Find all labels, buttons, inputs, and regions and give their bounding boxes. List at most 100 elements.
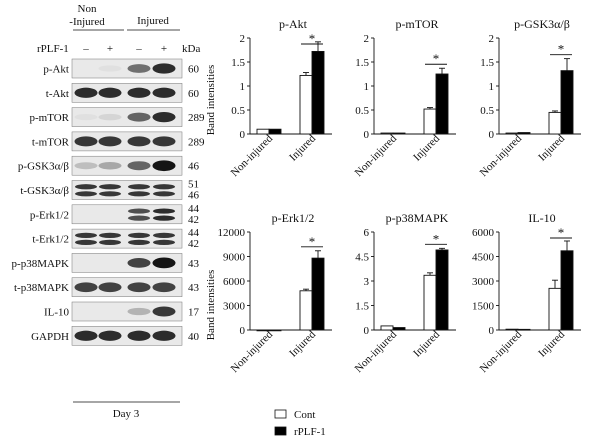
blot-row-3: t-mTOR 289 (32, 131, 205, 152)
blot-band (127, 112, 151, 122)
blot-row-4: p-GSK3α/β 46 (18, 155, 200, 176)
x-tick-label: Injured (287, 132, 318, 163)
bar (560, 250, 574, 331)
significance-star: * (558, 225, 565, 240)
chart-3: p-Erk1/2 0 3000 6000 9000 12000 Non-injured Inj… (218, 211, 332, 375)
blot-label: t-GSK3α/β (20, 185, 69, 197)
blot-band (153, 208, 175, 214)
x-tick-label: Injured (536, 132, 567, 163)
blot-band (75, 232, 97, 238)
group-label-non-injured-line2: -Injured (69, 16, 105, 28)
blot-band (152, 63, 176, 74)
ylabel-top-row: Band intensities (205, 65, 217, 136)
bar (517, 328, 531, 331)
blot-band (152, 87, 176, 98)
blot-label: GAPDH (31, 331, 69, 343)
blot-band (153, 239, 175, 245)
x-tick-label: Injured (287, 328, 318, 359)
kda-label: kDa (182, 43, 200, 55)
blot-label: IL-10 (44, 307, 70, 319)
bar (548, 287, 562, 331)
blot-strip (71, 58, 183, 79)
blot-strip (71, 301, 183, 322)
legend: Cont rPLF-1 (274, 409, 326, 438)
legend-swatch-rplf1 (274, 426, 287, 436)
blot-strip (71, 253, 183, 273)
blot-mw: 44 (188, 227, 200, 239)
bar-charts: p-Akt 0 0.5 1 1.5 2 Non-injured Injured * p-mTOR 0… (218, 17, 581, 375)
blot-row-11: GAPDH 40 (31, 326, 200, 346)
blot-mw: 43 (188, 258, 200, 270)
blot-strip (71, 277, 183, 297)
blot-band (75, 184, 97, 190)
blot-strip (71, 228, 183, 249)
y-tick-label: 1.5 (480, 57, 494, 69)
blot-strip (71, 326, 183, 346)
blot-mw: 60 (188, 64, 200, 76)
y-tick-label: 2 (489, 33, 495, 45)
blot-band (75, 191, 97, 197)
sign-lane-3: – (135, 43, 142, 55)
blot-band (153, 191, 175, 197)
y-tick-label: 0.5 (480, 105, 494, 117)
blot-band (98, 136, 122, 147)
bar (435, 249, 449, 331)
y-tick-label: 1 (364, 81, 370, 93)
bar (299, 74, 313, 135)
blot-band (74, 87, 98, 98)
blot-band (127, 87, 151, 98)
bar (560, 70, 574, 135)
blot-mw: 60 (188, 88, 200, 100)
bar (392, 327, 406, 331)
y-tick-label: 3 (364, 276, 370, 288)
x-tick-label: Non-injured (478, 132, 525, 179)
blot-mw: 46 (188, 161, 200, 173)
y-tick-label: 12000 (218, 227, 246, 239)
blot-label: p-GSK3α/β (18, 161, 69, 173)
y-tick-label: 1.5 (355, 301, 369, 313)
blot-band (152, 136, 176, 147)
blot-label: t-mTOR (32, 136, 70, 148)
chart-title: p-Erk1/2 (272, 211, 315, 225)
blot-strip (71, 107, 183, 127)
blot-row-2: p-mTOR 289 (29, 107, 205, 127)
bar (548, 111, 562, 135)
y-tick-label: 9000 (223, 252, 246, 264)
bar (268, 329, 282, 332)
bar (311, 50, 325, 135)
blot-band (128, 232, 150, 238)
blot-band (152, 257, 176, 269)
blot-band (98, 330, 122, 341)
y-tick-label: 0 (240, 129, 246, 141)
significance-star: * (433, 231, 440, 246)
blot-band (128, 215, 150, 221)
blot-band (98, 282, 122, 293)
y-tick-label: 4.5 (355, 252, 369, 264)
blot-row-10: IL-10 17 (44, 301, 200, 322)
blot-band (99, 239, 121, 245)
y-tick-label: 1500 (472, 301, 495, 313)
blot-band (99, 184, 121, 190)
blot-band (153, 215, 175, 221)
sign-lane-1: – (82, 43, 89, 55)
significance-star: * (309, 31, 316, 46)
blot-band (152, 160, 176, 172)
x-tick-label: Non-injured (353, 132, 400, 179)
blot-header: Non -Injured Injured rPLF-1 – + – + kDa (37, 3, 200, 55)
blot-band (98, 113, 122, 121)
y-tick-label: 0.5 (231, 105, 245, 117)
chart-5: IL-10 0 1500 3000 4500 6000 Non-injured Injured… (472, 211, 581, 375)
blot-band (98, 65, 122, 72)
significance-star: * (433, 51, 440, 66)
blot-band (152, 282, 176, 293)
y-tick-label: 0 (240, 325, 246, 337)
legend-swatch-cont (274, 409, 287, 419)
sign-lane-2: + (107, 43, 113, 55)
group-label-non-injured-line1: Non (78, 3, 97, 15)
x-tick-label: Injured (411, 328, 442, 359)
y-tick-label: 0 (489, 325, 495, 337)
blot-band (127, 64, 151, 73)
